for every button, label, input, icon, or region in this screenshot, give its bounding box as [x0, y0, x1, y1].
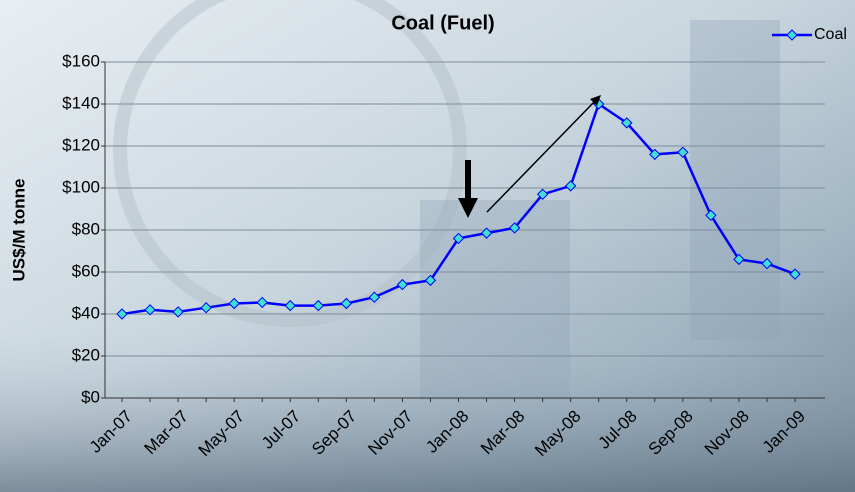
chart-title: Coal (Fuel) [391, 12, 494, 34]
y-tick-label: $20 [72, 345, 100, 364]
chart: Coal (Fuel) US$/M tonne $0 $20 $40 $60 $80 $1… [0, 0, 855, 492]
y-tick-label: $0 [81, 387, 100, 406]
y-tick-label: $140 [62, 93, 100, 112]
y-tick-label: $120 [62, 135, 100, 154]
legend-label: Coal [814, 26, 847, 43]
y-tick-label: $60 [72, 261, 100, 280]
y-tick-label: $40 [72, 303, 100, 322]
y-axis-label: US$/M tonne [9, 179, 28, 282]
background-ground [0, 330, 855, 492]
y-tick-label: $160 [62, 51, 100, 70]
y-tick-label: $80 [72, 219, 100, 238]
page: {"chart_data": {"type": "line", "title":… [0, 0, 855, 492]
y-tick-label: $100 [62, 177, 100, 196]
background-tower [690, 20, 780, 340]
